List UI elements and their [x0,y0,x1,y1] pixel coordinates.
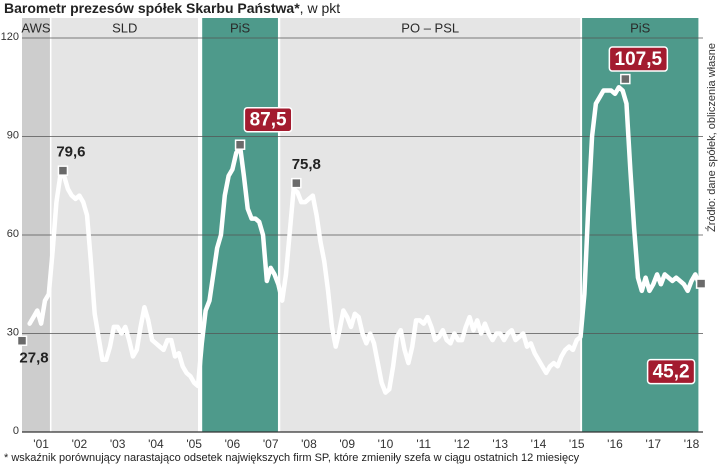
y-tick-label: 120 [1,31,19,43]
footnote: * wskaźnik porównujący narastająco odset… [4,452,580,464]
x-tick-label: '13 [492,437,508,451]
value-label-box [646,358,696,385]
x-tick-label: '02 [72,437,88,451]
chart-title: Barometr prezesów spółek Skarbu Państwa* [4,0,300,16]
chart-title-line: Barometr prezesów spółek Skarbu Państwa*… [4,0,340,16]
x-tick-label: '03 [110,437,126,451]
x-tick-label: '09 [339,437,355,451]
highlight-marker [620,73,631,85]
series [16,73,707,395]
y-tick-label: 90 [7,129,19,141]
value-label-box [243,106,293,133]
value-label: 79,6 [56,144,85,161]
value-label: 27,8 [19,350,48,367]
data-line [27,85,702,395]
highlight-marker [695,278,707,289]
x-tick-label: '16 [607,437,623,451]
value-label: 45,2 [653,362,690,383]
x-tick-label: '05 [186,437,202,451]
period-band [51,18,198,432]
period-label: SLD [112,20,137,35]
x-tick-label: '11 [416,437,431,451]
chart-subtitle: , w pkt [300,0,341,16]
x-tick-label: '06 [225,437,241,451]
period-label: PiS [630,20,651,35]
period-label: AWS [21,20,50,35]
value-label-box [608,46,669,72]
value-label: 75,8 [292,156,321,173]
period-bands [22,18,699,432]
period-band [202,18,278,432]
highlight-marker [57,165,69,176]
x-tick-label: '07 [263,437,279,451]
source: Źródło: dane spółek, obliczenia własne [705,43,718,232]
x-tick-label: '10 [378,437,394,451]
highlight-marker [291,177,302,189]
x-tick-label: '01 [33,437,49,451]
period-band [280,18,581,432]
x-tick-label: '12 [454,437,470,451]
x-tick-label: '18 [684,437,700,451]
y-tick-label: 60 [7,228,19,240]
highlight-marker [234,139,246,150]
period-label: PiS [230,20,251,35]
value-label: 107,5 [615,49,663,70]
x-tick-label: '14 [531,437,547,451]
highlight-marker [16,335,28,346]
x-tick-label: '15 [569,437,585,451]
x-tick-label: '04 [148,437,164,451]
period-band [22,18,50,432]
y-tick-label: 0 [13,425,19,437]
labels: AWS SLD PiS PO – PSL PiS 0 30 60 90 120 '01 '02 '03 '… [1,20,700,451]
x-tick-label: '17 [645,437,661,451]
value-label: 87,5 [250,110,287,131]
x-tick-label: '08 [301,437,317,451]
period-label: PO – PSL [401,20,459,35]
y-tick-label: 30 [7,326,19,338]
